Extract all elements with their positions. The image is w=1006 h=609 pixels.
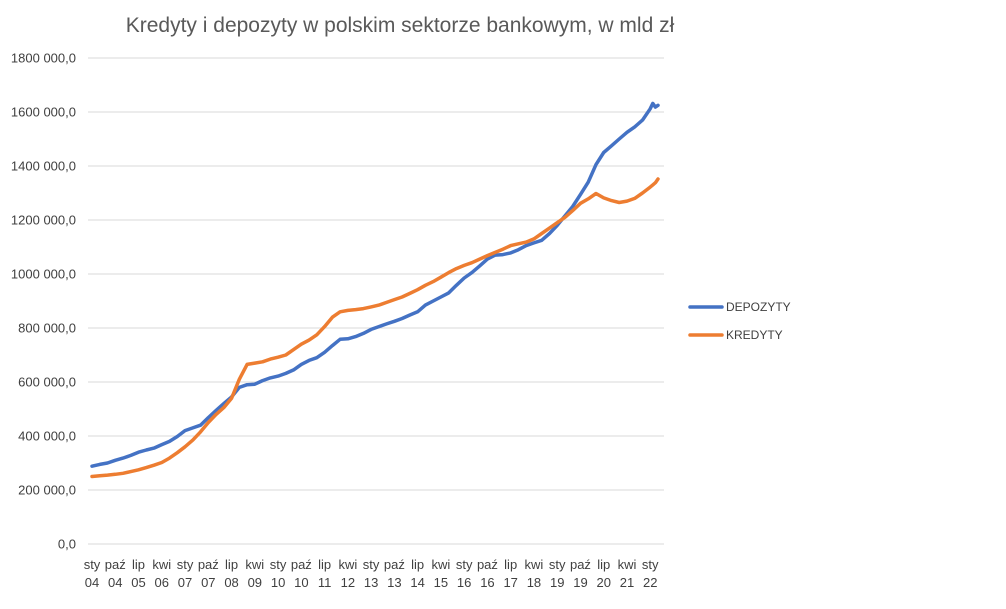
x-tick-label-month: lip <box>504 557 517 572</box>
x-tick-label-year: 10 <box>271 575 285 590</box>
y-tick-label: 200 000,0 <box>18 483 76 498</box>
x-tick-label-month: paź <box>477 557 498 572</box>
x-tick-label-month: sty <box>363 557 380 572</box>
x-tick-label-year: 20 <box>596 575 610 590</box>
x-tick-label-year: 05 <box>131 575 145 590</box>
y-tick-label: 1600 000,0 <box>11 105 76 120</box>
series-line-kredyty <box>90 177 660 479</box>
x-tick-label-month: lip <box>132 557 145 572</box>
x-tick-label-year: 19 <box>573 575 587 590</box>
y-tick-label: 800 000,0 <box>18 321 76 336</box>
x-tick-label-month: sty <box>270 557 287 572</box>
x-tick-label-year: 22 <box>643 575 657 590</box>
x-tick-label-month: lip <box>318 557 331 572</box>
x-tick-label-year: 06 <box>155 575 169 590</box>
x-tick-label-year: 16 <box>480 575 494 590</box>
x-tick-label-year: 10 <box>294 575 308 590</box>
y-tick-label: 0,0 <box>58 537 76 552</box>
x-tick-label-year: 18 <box>527 575 541 590</box>
x-tick-label-month: paź <box>570 557 591 572</box>
x-tick-label-month: lip <box>225 557 238 572</box>
x-axis-tick-labels: sty 04 paź 04 lip 05 kwi 06 sty 07 paź 07 lip 08 kwi 09… <box>84 557 659 590</box>
legend-label-kredyty: KREDYTY <box>726 328 783 342</box>
x-tick-label-month: kwi <box>338 557 357 572</box>
x-tick-label-month: kwi <box>525 557 544 572</box>
y-tick-label: 600 000,0 <box>18 375 76 390</box>
y-axis-tick-labels: 0,0 200 000,0 400 000,0 600 000,0 800 000,0 1… <box>11 51 76 552</box>
x-tick-label-year: 09 <box>248 575 262 590</box>
x-tick-label-month: sty <box>84 557 101 572</box>
series-line-depozyty <box>90 101 660 468</box>
x-tick-label-month: paź <box>198 557 219 572</box>
y-tick-label: 1000 000,0 <box>11 267 76 282</box>
x-tick-label-year: 21 <box>620 575 634 590</box>
y-tick-label: 1400 000,0 <box>11 159 76 174</box>
x-tick-label-year: 15 <box>434 575 448 590</box>
x-tick-label-month: paź <box>384 557 405 572</box>
x-tick-label-year: 12 <box>341 575 355 590</box>
x-tick-label-month: kwi <box>618 557 637 572</box>
series-lines <box>90 101 660 479</box>
x-tick-label-year: 19 <box>550 575 564 590</box>
x-tick-label-year: 13 <box>387 575 401 590</box>
y-tick-label: 400 000,0 <box>18 429 76 444</box>
x-tick-label-month: paź <box>105 557 126 572</box>
x-tick-label-month: sty <box>549 557 566 572</box>
x-tick-label-month: sty <box>642 557 659 572</box>
legend: DEPOZYTY KREDYTY <box>688 300 791 342</box>
x-tick-label-month: sty <box>177 557 194 572</box>
x-tick-label-month: lip <box>597 557 610 572</box>
x-tick-label-month: kwi <box>152 557 171 572</box>
y-tick-label: 1800 000,0 <box>11 51 76 66</box>
x-tick-label-year: 04 <box>108 575 122 590</box>
x-tick-label-year: 16 <box>457 575 471 590</box>
x-tick-label-month: lip <box>411 557 424 572</box>
x-tick-label-year: 08 <box>224 575 238 590</box>
x-tick-label-year: 13 <box>364 575 378 590</box>
gridlines <box>88 57 664 545</box>
x-tick-label-year: 14 <box>410 575 424 590</box>
x-tick-label-month: paź <box>291 557 312 572</box>
x-tick-label-year: 17 <box>503 575 517 590</box>
x-tick-label-year: 07 <box>201 575 215 590</box>
x-tick-label-year: 04 <box>85 575 99 590</box>
x-tick-label-month: kwi <box>432 557 451 572</box>
x-tick-label-month: sty <box>456 557 473 572</box>
x-tick-label-year: 11 <box>318 575 332 590</box>
x-tick-label-month: kwi <box>245 557 264 572</box>
x-tick-label-year: 07 <box>178 575 192 590</box>
y-tick-label: 1200 000,0 <box>11 213 76 228</box>
chart-title: Kredyty i depozyty w polskim sektorze ba… <box>126 14 675 37</box>
legend-label-depozyty: DEPOZYTY <box>726 300 791 314</box>
